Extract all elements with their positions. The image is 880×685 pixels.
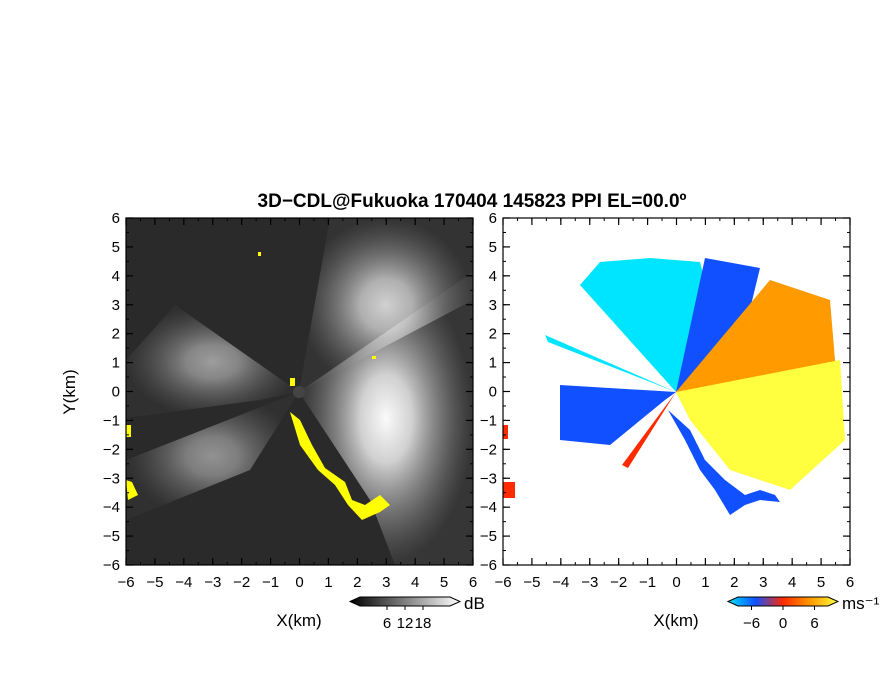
velocity-xtick-label: 6 bbox=[846, 574, 854, 591]
snr-flag-areas bbox=[126, 252, 390, 520]
snr-ytick-label: 6 bbox=[112, 210, 120, 227]
snr-echo-area bbox=[126, 218, 473, 565]
snr-xtick-label: −5 bbox=[146, 574, 163, 591]
velocity-west-edge bbox=[503, 482, 515, 498]
velocity-panel: −6 −5 −4 −3 −2 −1 0 1 2 3 4 5 6 −6 −5 −4 −3 −2 −1 0 1 2 3 4 5 6 X… bbox=[480, 210, 880, 632]
velocity-xtick-label: −3 bbox=[581, 574, 598, 591]
velocity-colorbar-bar bbox=[726, 596, 840, 607]
snr-ytick-label: 2 bbox=[112, 326, 120, 343]
velocity-xtick-label: −6 bbox=[494, 574, 511, 591]
snr-xlabel: X(km) bbox=[276, 611, 321, 630]
snr-colorbar-tick-label: 18 bbox=[415, 615, 432, 632]
velocity-xtick-label: 3 bbox=[759, 574, 767, 591]
snr-flag-small-2 bbox=[258, 252, 261, 256]
snr-xtick-label: 6 bbox=[469, 574, 477, 591]
velocity-west-edge-2 bbox=[503, 425, 508, 439]
snr-colorbar-tick-label: 6 bbox=[383, 615, 391, 632]
velocity-xlabel: X(km) bbox=[653, 611, 698, 630]
snr-colorbar: 6 12 18 dB bbox=[348, 594, 485, 632]
snr-ytick-label: 4 bbox=[112, 268, 120, 285]
velocity-ytick-label: 1 bbox=[489, 355, 497, 372]
snr-xtick-label: 3 bbox=[382, 574, 390, 591]
snr-xtick-label: −6 bbox=[117, 574, 134, 591]
snr-ytick-label: 5 bbox=[112, 239, 120, 256]
snr-ytick-label: −2 bbox=[103, 441, 120, 458]
velocity-xtick-label: −2 bbox=[610, 574, 627, 591]
snr-xtick-label: −1 bbox=[262, 574, 279, 591]
velocity-ytick-label: −2 bbox=[480, 441, 497, 458]
snr-flag-near-site bbox=[290, 378, 295, 386]
snr-echo-sector-north bbox=[299, 218, 473, 392]
velocity-ytick-label: 3 bbox=[489, 297, 497, 314]
snr-ytick-label: −3 bbox=[103, 470, 120, 487]
velocity-ytick-label: 4 bbox=[489, 268, 497, 285]
snr-xtick-label: −2 bbox=[233, 574, 250, 591]
velocity-echo-area bbox=[503, 258, 845, 515]
snr-flag-small bbox=[372, 356, 376, 359]
figure-title: 3D−CDL@Fukuoka 170404 145823 PPI EL=00.0… bbox=[258, 191, 687, 212]
snr-ytick-label: −6 bbox=[103, 557, 120, 574]
velocity-sector-receding-far bbox=[676, 360, 845, 490]
snr-colorbar-bar bbox=[348, 596, 462, 607]
velocity-ray-southwest bbox=[622, 392, 676, 468]
velocity-sector-approaching-far bbox=[580, 258, 710, 392]
velocity-xtick-label: 5 bbox=[817, 574, 825, 591]
snr-flag-west-edge-2 bbox=[126, 425, 131, 437]
velocity-ytick-label: 5 bbox=[489, 239, 497, 256]
snr-colorbar-unit: dB bbox=[464, 594, 485, 613]
velocity-sector-approaching-north bbox=[676, 258, 760, 392]
velocity-clutter-edge bbox=[668, 410, 780, 515]
velocity-sector-approaching bbox=[560, 385, 676, 445]
snr-image bbox=[126, 218, 473, 565]
snr-axis-ticks: −6 −5 −4 −3 −2 −1 0 1 2 3 4 5 6 −6 −5 −4 −3 −2 −1 0 1 2 3 4 5 6 bbox=[103, 210, 477, 591]
velocity-xtick-label: 2 bbox=[730, 574, 738, 591]
snr-ytick-label: −5 bbox=[103, 528, 120, 545]
velocity-xtick-label: −4 bbox=[552, 574, 569, 591]
velocity-colorbar-unit: ms⁻¹ bbox=[842, 594, 880, 613]
velocity-xtick-label: −5 bbox=[523, 574, 540, 591]
snr-xtick-label: 5 bbox=[440, 574, 448, 591]
velocity-ytick-label: −3 bbox=[480, 470, 497, 487]
snr-ylabel: Y(km) bbox=[60, 369, 79, 414]
snr-flag-ground-clutter bbox=[290, 412, 390, 520]
snr-xtick-label: −4 bbox=[175, 574, 192, 591]
velocity-ytick-label: −5 bbox=[480, 528, 497, 545]
snr-ytick-label: 3 bbox=[112, 297, 120, 314]
velocity-xtick-label: −1 bbox=[639, 574, 656, 591]
snr-echo-sector-west bbox=[126, 305, 299, 418]
velocity-ytick-label: 2 bbox=[489, 326, 497, 343]
snr-xtick-label: 0 bbox=[295, 574, 303, 591]
velocity-image bbox=[503, 218, 850, 565]
velocity-colorbar-tick-label: 0 bbox=[779, 615, 787, 632]
snr-colorbar-tick-label: 12 bbox=[397, 615, 414, 632]
velocity-ytick-label: −4 bbox=[480, 499, 497, 516]
snr-echo-sector-southwest bbox=[126, 392, 299, 520]
snr-xtick-label: 4 bbox=[411, 574, 419, 591]
velocity-xtick-label: 0 bbox=[672, 574, 680, 591]
snr-ytick-label: 0 bbox=[112, 384, 120, 401]
snr-xtick-label: 1 bbox=[324, 574, 332, 591]
velocity-colorbar: −6 0 6 ms⁻¹ bbox=[726, 594, 880, 632]
velocity-ytick-label: −1 bbox=[480, 412, 497, 429]
velocity-axis-ticks: −6 −5 −4 −3 −2 −1 0 1 2 3 4 5 6 −6 −5 −4 −3 −2 −1 0 1 2 3 4 5 6 bbox=[480, 210, 854, 591]
velocity-ray-west bbox=[545, 335, 676, 392]
velocity-colorbar-tick-label: −6 bbox=[743, 615, 760, 632]
velocity-ytick-label: 6 bbox=[489, 210, 497, 227]
snr-xtick-label: −3 bbox=[204, 574, 221, 591]
velocity-colorbar-tick-label: 6 bbox=[810, 615, 818, 632]
snr-radar-site bbox=[293, 386, 305, 398]
snr-ytick-label: 1 bbox=[112, 355, 120, 372]
velocity-ytick-label: −6 bbox=[480, 557, 497, 574]
velocity-xtick-label: 1 bbox=[701, 574, 709, 591]
snr-flag-west-edge bbox=[126, 480, 138, 500]
velocity-ytick-label: 0 bbox=[489, 384, 497, 401]
snr-ytick-label: −4 bbox=[103, 499, 120, 516]
snr-xtick-label: 2 bbox=[353, 574, 361, 591]
snr-echo-sector bbox=[299, 272, 473, 565]
velocity-xtick-label: 4 bbox=[788, 574, 796, 591]
snr-ytick-label: −1 bbox=[103, 412, 120, 429]
